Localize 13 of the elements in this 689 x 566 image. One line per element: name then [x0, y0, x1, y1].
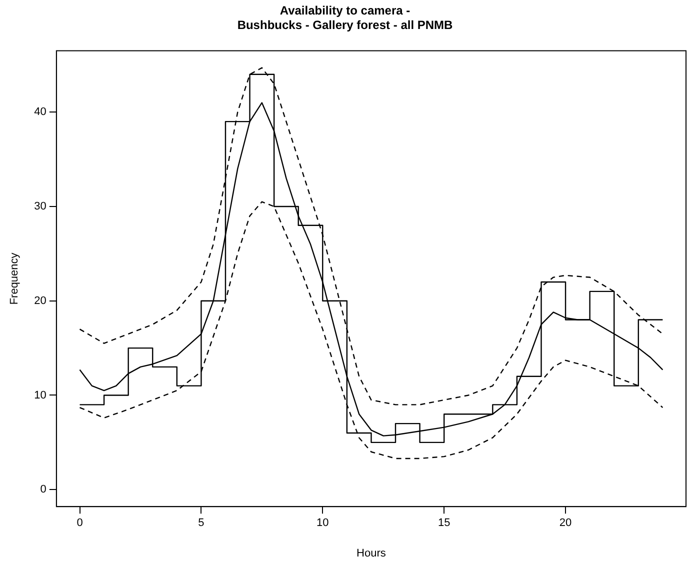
y-tick-label: 0 [40, 484, 46, 496]
x-tick-label: 20 [559, 517, 572, 530]
x-tick-label: 5 [198, 517, 204, 530]
x-tick-label: 10 [316, 517, 329, 530]
y-axis-title: Frequency [8, 252, 21, 305]
x-tick-label: 15 [438, 517, 450, 530]
y-tick-label: 40 [34, 106, 46, 118]
chart-title: Availability to camera - Bushbucks - Gallery forest - all PNMB [237, 4, 454, 32]
x-tick-label: 0 [76, 517, 83, 530]
y-tick-label: 30 [34, 200, 46, 213]
y-tick-label: 20 [34, 294, 46, 307]
x-axis-title: Hours [356, 547, 386, 560]
y-tick-label: 10 [34, 389, 46, 402]
